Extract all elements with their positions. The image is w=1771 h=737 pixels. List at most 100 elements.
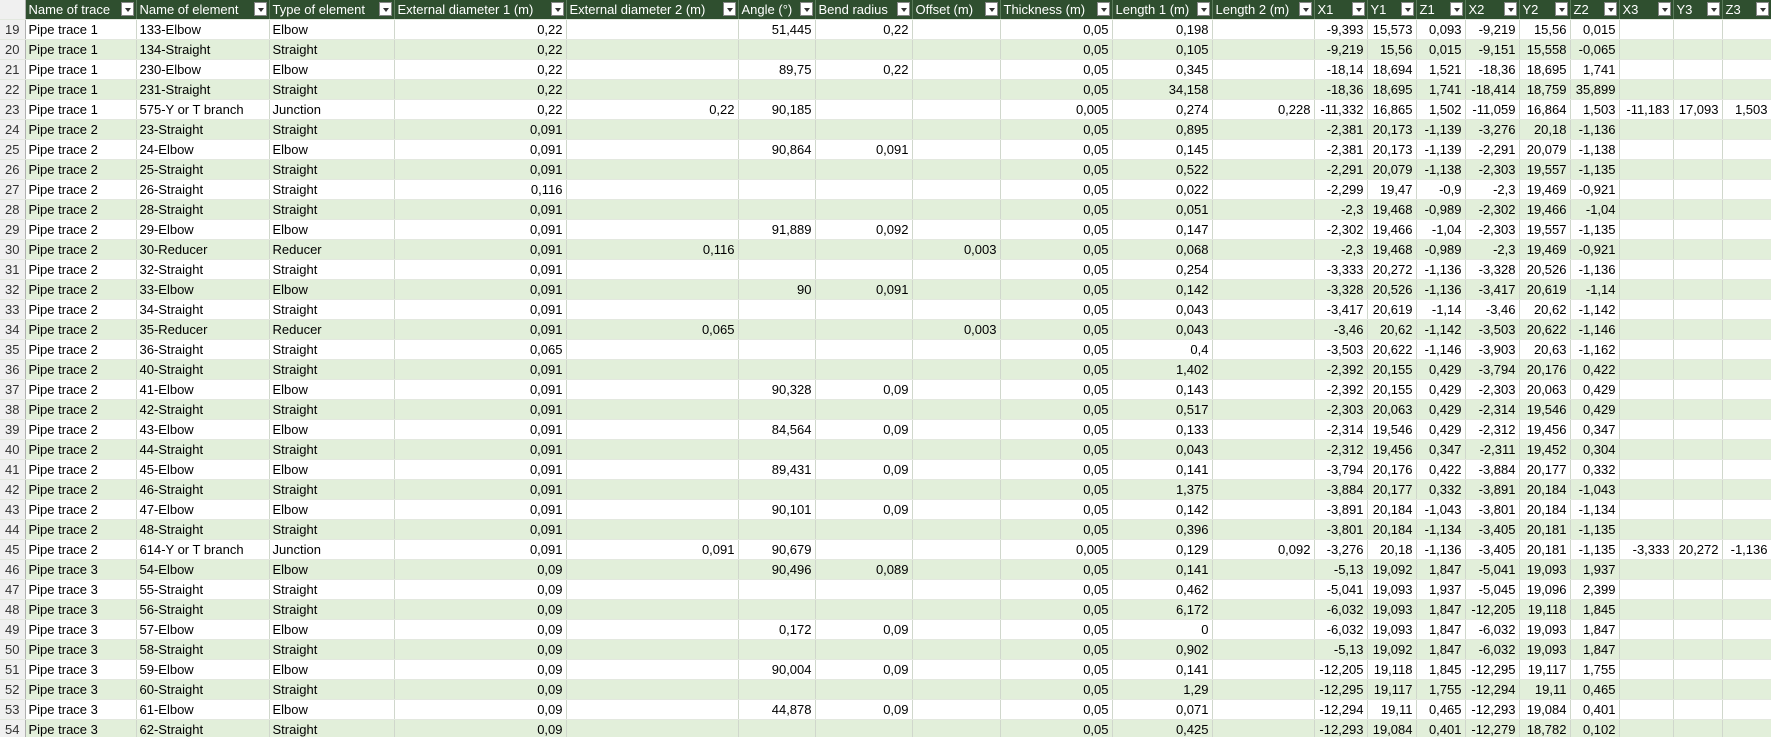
cell[interactable]: 0,091: [394, 159, 567, 180]
cell[interactable]: 1,847: [1570, 619, 1620, 640]
cell[interactable]: 20,063: [1367, 399, 1417, 420]
cell[interactable]: 0,065: [566, 319, 739, 340]
cell[interactable]: 1,375: [1112, 479, 1213, 500]
cell[interactable]: 25-Straight: [136, 159, 270, 180]
cell[interactable]: -5,13: [1314, 639, 1368, 660]
cell[interactable]: [912, 639, 1001, 660]
cell[interactable]: Pipe trace 2: [25, 379, 137, 400]
cell[interactable]: [815, 179, 913, 200]
cell[interactable]: [1722, 679, 1771, 700]
cell[interactable]: 19,468: [1367, 199, 1417, 220]
cell[interactable]: [1212, 679, 1315, 700]
cell[interactable]: -1,14: [1570, 279, 1620, 300]
cell[interactable]: 231-Straight: [136, 79, 270, 100]
cell[interactable]: -2,314: [1314, 419, 1368, 440]
cell[interactable]: [1673, 39, 1723, 60]
cell[interactable]: 54-Elbow: [136, 559, 270, 580]
cell[interactable]: 19,093: [1367, 599, 1417, 620]
cell[interactable]: Pipe trace 2: [25, 299, 137, 320]
cell[interactable]: -2,291: [1465, 139, 1520, 160]
cell[interactable]: 0,22: [394, 79, 567, 100]
cell[interactable]: 57-Elbow: [136, 619, 270, 640]
cell[interactable]: 1,741: [1570, 59, 1620, 80]
cell[interactable]: 0,347: [1416, 439, 1466, 460]
cell[interactable]: -2,312: [1314, 439, 1368, 460]
cell[interactable]: [815, 639, 913, 660]
cell[interactable]: [1673, 599, 1723, 620]
cell[interactable]: Elbow: [269, 419, 395, 440]
cell[interactable]: 0,347: [1570, 419, 1620, 440]
cell[interactable]: 18,759: [1519, 79, 1571, 100]
cell[interactable]: [1619, 619, 1674, 640]
cell[interactable]: [912, 39, 1001, 60]
cell[interactable]: [738, 159, 816, 180]
cell[interactable]: 575-Y or T branch: [136, 99, 270, 120]
cell[interactable]: [566, 519, 739, 540]
cell[interactable]: -11,183: [1619, 99, 1674, 120]
cell[interactable]: 20,176: [1367, 459, 1417, 480]
cell[interactable]: 20,62: [1367, 319, 1417, 340]
cell[interactable]: 0,22: [394, 59, 567, 80]
cell[interactable]: Pipe trace 2: [25, 439, 137, 460]
cell[interactable]: 0,254: [1112, 259, 1213, 280]
cell[interactable]: [1619, 199, 1674, 220]
cell[interactable]: 44,878: [738, 699, 816, 720]
cell[interactable]: Pipe trace 3: [25, 659, 137, 680]
cell[interactable]: [1212, 499, 1315, 520]
cell[interactable]: -12,295: [1465, 659, 1520, 680]
cell[interactable]: -3,276: [1465, 119, 1520, 140]
cell[interactable]: -3,328: [1314, 279, 1368, 300]
cell[interactable]: 0,091: [394, 319, 567, 340]
cell[interactable]: -3,903: [1465, 339, 1520, 360]
cell[interactable]: 0,091: [394, 219, 567, 240]
cell[interactable]: Straight: [269, 39, 395, 60]
cell[interactable]: [1619, 259, 1674, 280]
cell[interactable]: [1212, 599, 1315, 620]
cell[interactable]: [1673, 399, 1723, 420]
cell[interactable]: [912, 119, 1001, 140]
cell[interactable]: [1619, 439, 1674, 460]
cell[interactable]: [1722, 579, 1771, 600]
cell[interactable]: 34-Straight: [136, 299, 270, 320]
cell[interactable]: 0,145: [1112, 139, 1213, 160]
filter-button[interactable]: [896, 2, 910, 16]
cell[interactable]: [912, 379, 1001, 400]
cell[interactable]: [1212, 639, 1315, 660]
cell[interactable]: [738, 359, 816, 380]
cell[interactable]: [1619, 559, 1674, 580]
cell[interactable]: 19,093: [1367, 619, 1417, 640]
cell[interactable]: -3,333: [1314, 259, 1368, 280]
cell[interactable]: [738, 339, 816, 360]
cell[interactable]: 35,899: [1570, 79, 1620, 100]
cell[interactable]: [1722, 559, 1771, 580]
cell[interactable]: [912, 259, 1001, 280]
cell[interactable]: [566, 19, 739, 40]
cell[interactable]: [1722, 339, 1771, 360]
cell[interactable]: [1619, 179, 1674, 200]
cell[interactable]: 0,22: [394, 99, 567, 120]
filter-button[interactable]: [1449, 2, 1463, 16]
cell[interactable]: -12,293: [1314, 719, 1368, 737]
cell[interactable]: Elbow: [269, 59, 395, 80]
cell[interactable]: [815, 479, 913, 500]
cell[interactable]: 0,091: [394, 519, 567, 540]
cell[interactable]: 20,18: [1519, 119, 1571, 140]
cell[interactable]: Straight: [269, 479, 395, 500]
cell[interactable]: [566, 119, 739, 140]
cell[interactable]: 20,155: [1367, 359, 1417, 380]
filter-button[interactable]: [799, 2, 813, 16]
cell[interactable]: -0,065: [1570, 39, 1620, 60]
cell[interactable]: 614-Y or T branch: [136, 539, 270, 560]
cell[interactable]: [1212, 659, 1315, 680]
cell[interactable]: [1212, 159, 1315, 180]
cell[interactable]: -3,405: [1465, 539, 1520, 560]
cell[interactable]: 1,503: [1570, 99, 1620, 120]
cell[interactable]: 29-Elbow: [136, 219, 270, 240]
cell[interactable]: [1673, 559, 1723, 580]
cell[interactable]: [912, 299, 1001, 320]
cell[interactable]: [738, 399, 816, 420]
cell[interactable]: [1722, 159, 1771, 180]
cell[interactable]: [1619, 519, 1674, 540]
filter-button[interactable]: [253, 2, 267, 16]
filter-button[interactable]: [1554, 2, 1568, 16]
